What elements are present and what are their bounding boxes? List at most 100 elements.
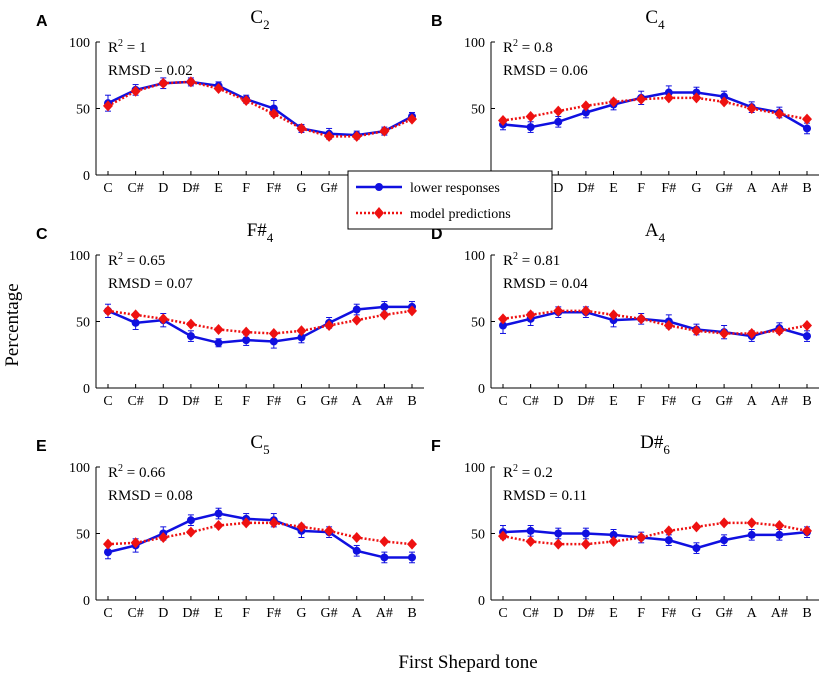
x-tick-label: E (609, 606, 618, 621)
x-tick-label: G# (716, 606, 733, 621)
panel-title: C2 (250, 7, 269, 32)
x-tick-label: G (296, 606, 306, 621)
x-tick-label: C# (522, 606, 538, 621)
data-point-model (553, 305, 564, 317)
data-point-lower (664, 536, 673, 545)
legend-label-lower: lower responses (410, 181, 500, 196)
series-model-line (107, 521, 413, 546)
data-point-model (636, 93, 647, 105)
data-point-model (407, 538, 417, 550)
x-tick-label: F# (661, 606, 676, 621)
y-tick-label: 0 (83, 594, 90, 609)
data-point-model (525, 535, 536, 547)
rmsd-annotation: RMSD = 0.06 (503, 63, 588, 79)
data-point-model (158, 313, 169, 325)
data-point-model (525, 110, 536, 122)
series-model-line (107, 309, 413, 335)
panel-letter: B (431, 13, 443, 30)
data-point-lower (269, 337, 278, 346)
x-tick-label: G (296, 394, 306, 409)
r2-annotation: R2 = 0.81 (503, 251, 560, 269)
x-tick-label: D# (577, 606, 594, 621)
data-point-model (185, 76, 196, 88)
data-point-lower (775, 530, 784, 539)
series-model-line (107, 80, 413, 138)
data-point-model (802, 113, 812, 125)
x-tick-label: F (637, 394, 645, 409)
data-point-model (580, 538, 591, 550)
x-tick-label: D# (182, 394, 199, 409)
data-point-lower (297, 333, 306, 342)
y-tick-label: 50 (471, 528, 485, 543)
data-point-lower (720, 536, 729, 545)
x-tick-label: A (352, 606, 363, 621)
x-tick-label: C# (127, 606, 143, 621)
x-tick-label: G# (716, 394, 733, 409)
data-point-model (691, 521, 702, 533)
x-tick-label: A# (771, 394, 788, 409)
data-point-model (268, 108, 279, 120)
data-point-model (663, 525, 674, 537)
data-point-model (351, 531, 362, 543)
x-tick-label: D (553, 394, 563, 409)
y-tick-label: 50 (76, 103, 90, 118)
data-point-lower (380, 302, 389, 311)
x-tick-label: F (637, 181, 645, 196)
data-point-lower (186, 332, 195, 341)
panel-letter: D (431, 226, 443, 243)
data-point-model (379, 309, 390, 321)
x-tick-label: A# (376, 394, 393, 409)
x-tick-label: E (214, 181, 223, 196)
data-point-model (553, 538, 564, 550)
data-point-model (608, 535, 619, 547)
panel-c: 0 50 100 C C# D D# E F F# G G# A A# B C F#4 R2 = 0.65 RMSD… (36, 220, 424, 409)
legend: lower responses model predictions (347, 170, 553, 230)
x-tick-label: G (296, 181, 306, 196)
series-model-line (502, 521, 808, 546)
data-point-lower (186, 516, 195, 525)
data-point-model (268, 517, 279, 529)
x-tick-label: D (158, 606, 168, 621)
x-tick-label: F# (266, 394, 281, 409)
y-tick-label: 50 (471, 316, 485, 331)
series-model-line (502, 96, 808, 122)
x-tick-label: G (691, 606, 701, 621)
data-point-model (296, 122, 307, 134)
data-point-model (746, 517, 757, 529)
x-tick-label: D# (577, 394, 594, 409)
panel-d: 0 50 100 C C# D D# E F F# G G# A A# B D A4 R2 = 0.81 RMSD … (431, 220, 819, 409)
x-tick-label: G# (716, 181, 733, 196)
data-point-model (158, 77, 169, 89)
x-tick-label: F# (266, 606, 281, 621)
x-tick-label: B (407, 394, 416, 409)
data-point-model (213, 323, 224, 335)
x-tick-label: C (498, 606, 507, 621)
data-point-lower (526, 526, 535, 535)
data-point-lower (104, 548, 112, 557)
data-point-model (774, 325, 785, 337)
data-point-model (130, 85, 141, 97)
x-tick-label: A# (771, 606, 788, 621)
panel-title: D#6 (640, 432, 670, 457)
data-point-model (213, 83, 224, 95)
r2-annotation: R2 = 0.66 (108, 463, 166, 481)
data-point-lower (214, 509, 223, 518)
y-tick-label: 50 (471, 103, 485, 118)
x-tick-label: F (242, 181, 250, 196)
data-point-model (379, 125, 390, 137)
data-point-model (498, 114, 508, 126)
r2-annotation: R2 = 1 (108, 38, 146, 56)
data-point-model (774, 520, 785, 532)
data-point-model (719, 96, 730, 108)
data-point-model (691, 325, 702, 337)
data-point-model (802, 319, 812, 331)
data-point-model (498, 313, 508, 325)
x-tick-label: C# (522, 394, 538, 409)
data-point-model (525, 309, 536, 321)
data-point-lower (554, 529, 563, 538)
x-tick-label: E (214, 606, 223, 621)
x-tick-label: A# (771, 181, 788, 196)
x-tick-label: B (802, 606, 811, 621)
data-point-lower (526, 123, 535, 132)
